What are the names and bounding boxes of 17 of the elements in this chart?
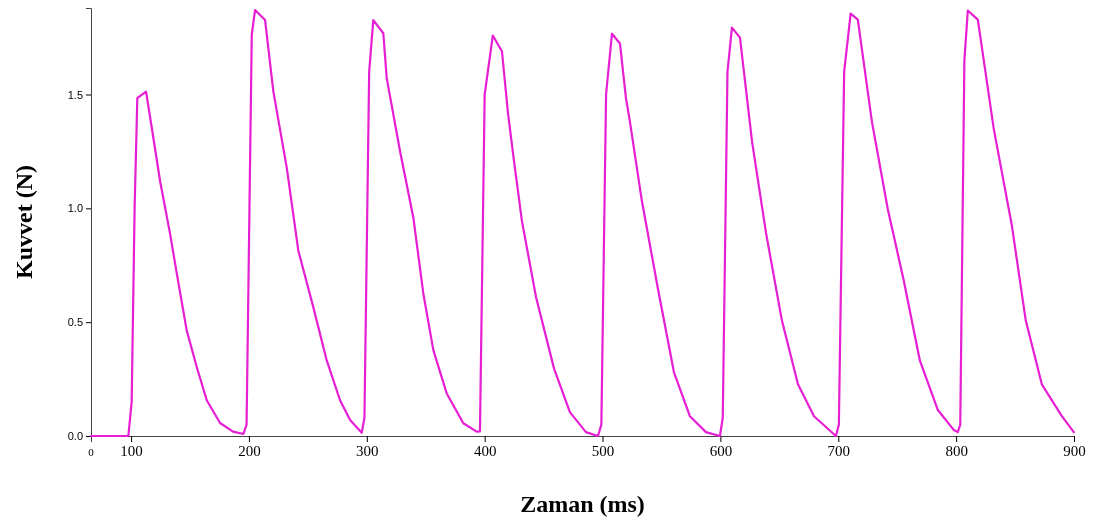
line-series: [89, 8, 1075, 438]
y-tick-label: 1.0: [67, 202, 83, 215]
x-tick-label: 700: [827, 442, 851, 459]
y-tick-label: 1.5: [67, 88, 83, 101]
x-tick-label: 500: [591, 442, 615, 459]
y-tick-label: 0.5: [67, 316, 83, 329]
x-tick-label: 100: [120, 442, 143, 459]
x-tick-label: 300: [356, 442, 379, 459]
x-tick-label: 800: [945, 442, 968, 459]
y-axis-title: Kuvvet (N): [11, 165, 37, 279]
x-tick-label: 200: [238, 442, 261, 459]
x-tick-label: 900: [1063, 442, 1086, 459]
text: 0: [88, 446, 95, 458]
x-axis-title: Zaman (ms): [520, 491, 645, 517]
y-tick-label: 0.0: [67, 430, 83, 443]
x-tick-label: 400: [473, 442, 497, 459]
x-tick-label: 600: [709, 442, 733, 459]
